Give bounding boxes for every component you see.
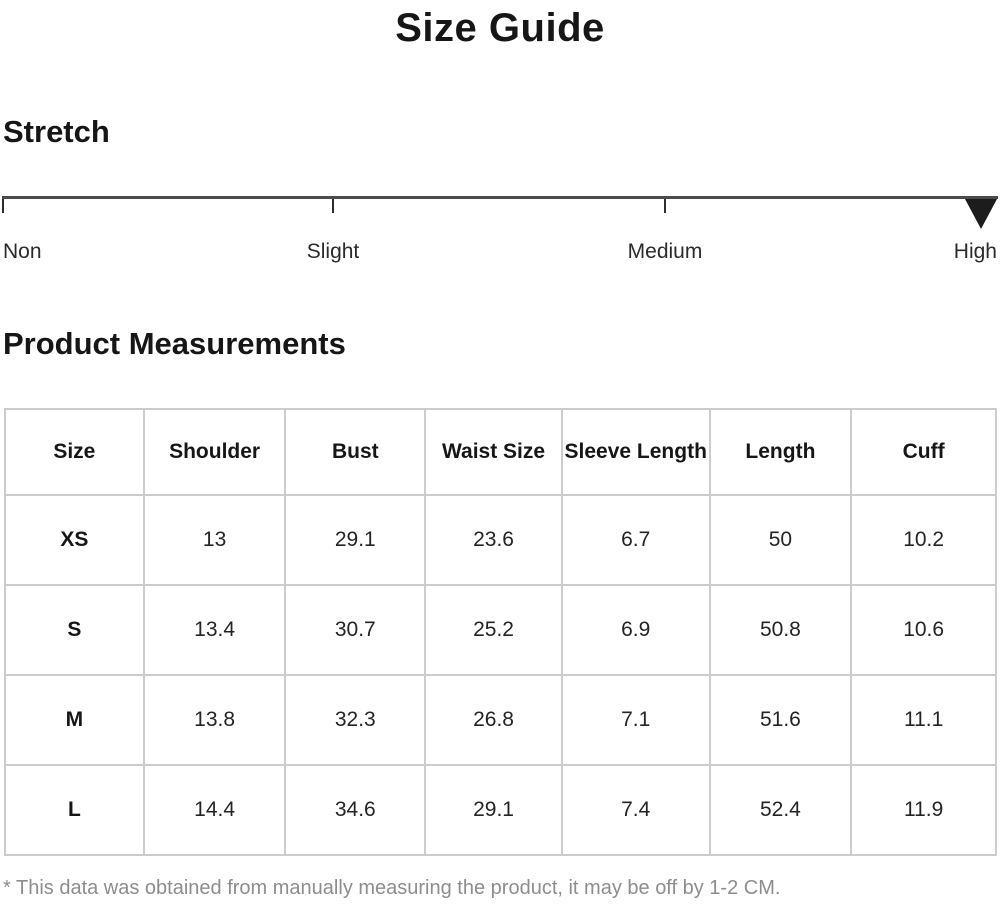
stretch-scale-labels: Non Slight Medium High bbox=[3, 240, 997, 268]
column-header-size: Size bbox=[4, 408, 145, 496]
measurement-cell: 34.6 bbox=[284, 764, 427, 856]
footnote: * This data was obtained from manually m… bbox=[3, 877, 781, 899]
measurements-table: Size Shoulder Bust Waist Size Sleeve Len… bbox=[4, 408, 997, 856]
measurement-cell: 6.9 bbox=[560, 584, 711, 676]
table-row-l: L 14.4 34.6 29.1 7.4 52.4 11.9 bbox=[4, 764, 997, 856]
stretch-scale-track bbox=[2, 196, 998, 229]
column-header-length: Length bbox=[708, 408, 853, 496]
column-header-sleeve: Sleeve Length bbox=[560, 408, 711, 496]
table-row-m: M 13.8 32.3 26.8 7.1 51.6 11.1 bbox=[4, 674, 997, 766]
scale-tick-medium bbox=[664, 199, 666, 213]
measurement-cell: 32.3 bbox=[284, 674, 427, 766]
measurements-heading: Product Measurements bbox=[3, 326, 346, 361]
page-title: Size Guide bbox=[395, 6, 605, 50]
measurement-cell: 50.8 bbox=[708, 584, 853, 676]
stretch-label-medium: Medium bbox=[627, 240, 703, 263]
table-header-row: Size Shoulder Bust Waist Size Sleeve Len… bbox=[4, 408, 997, 496]
stretch-label-slight: Slight bbox=[306, 240, 360, 263]
column-header-bust: Bust bbox=[284, 408, 427, 496]
size-cell: M bbox=[4, 674, 145, 766]
table-row-xs: XS 13 29.1 23.6 6.7 50 10.2 bbox=[4, 494, 997, 586]
measurement-cell: 30.7 bbox=[284, 584, 427, 676]
stretch-label-non: Non bbox=[3, 240, 42, 263]
measurement-cell: 13 bbox=[142, 494, 287, 586]
scale-tick-slight bbox=[332, 199, 334, 213]
measurement-cell: 7.4 bbox=[560, 764, 711, 856]
measurement-cell: 25.2 bbox=[424, 584, 563, 676]
measurement-cell: 10.2 bbox=[850, 494, 997, 586]
measurement-cell: 29.1 bbox=[424, 764, 563, 856]
size-cell: S bbox=[4, 584, 145, 676]
measurement-cell: 10.6 bbox=[850, 584, 997, 676]
stretch-heading: Stretch bbox=[3, 114, 110, 149]
measurement-cell: 52.4 bbox=[708, 764, 853, 856]
measurement-cell: 26.8 bbox=[424, 674, 563, 766]
measurement-cell: 6.7 bbox=[560, 494, 711, 586]
measurement-cell: 11.1 bbox=[850, 674, 997, 766]
measurement-cell: 14.4 bbox=[142, 764, 287, 856]
column-header-waist: Waist Size bbox=[424, 408, 563, 496]
column-header-shoulder: Shoulder bbox=[142, 408, 287, 496]
measurement-cell: 50 bbox=[708, 494, 853, 586]
marker-triangle-icon bbox=[965, 199, 997, 229]
measurement-cell: 11.9 bbox=[850, 764, 997, 856]
measurement-cell: 51.6 bbox=[708, 674, 853, 766]
measurement-cell: 23.6 bbox=[424, 494, 563, 586]
measurement-cell: 13.8 bbox=[142, 674, 287, 766]
column-header-cuff: Cuff bbox=[850, 408, 997, 496]
scale-tick-non bbox=[2, 199, 4, 213]
size-cell: XS bbox=[4, 494, 145, 586]
measurement-cell: 7.1 bbox=[560, 674, 711, 766]
measurement-cell: 29.1 bbox=[284, 494, 427, 586]
stretch-label-high: High bbox=[953, 240, 997, 263]
measurement-cell: 13.4 bbox=[142, 584, 287, 676]
table-row-s: S 13.4 30.7 25.2 6.9 50.8 10.6 bbox=[4, 584, 997, 676]
size-cell: L bbox=[4, 764, 145, 856]
